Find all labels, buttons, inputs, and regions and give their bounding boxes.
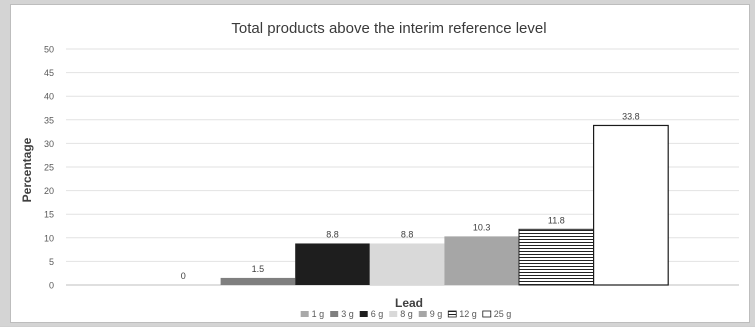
y-tick-label: 15	[44, 210, 54, 220]
y-tick-label: 50	[44, 45, 54, 55]
y-tick-label: 0	[49, 281, 54, 291]
y-tick-label: 45	[44, 68, 54, 78]
legend-label: 6 g	[371, 309, 384, 319]
data-labels: 0 1.5 8.8 8.8 10.3 11.8 33.8	[181, 111, 640, 281]
data-label: 33.8	[622, 111, 640, 121]
y-tick-label: 25	[44, 163, 54, 173]
legend-label: 8 g	[400, 309, 413, 319]
legend-swatch	[300, 311, 309, 317]
y-tick-label: 5	[49, 257, 54, 267]
data-label: 10.3	[473, 222, 491, 232]
data-label: 1.5	[252, 264, 265, 274]
bars	[220, 124, 669, 286]
legend-label: 3 g	[341, 309, 354, 319]
bar-chart: Total products above the interim referen…	[20, 20, 739, 319]
bar-25g	[592, 124, 669, 286]
legend-swatch	[482, 310, 492, 318]
y-tick-label: 30	[44, 139, 54, 149]
legend-label: 25 g	[494, 309, 512, 319]
legend-label: 9 g	[430, 309, 443, 319]
y-tick-label: 40	[44, 92, 54, 102]
legend-swatch	[418, 311, 427, 317]
y-tick-label: 10	[44, 233, 54, 243]
data-label: 11.8	[548, 215, 565, 225]
bar-12g	[518, 228, 595, 286]
legend-swatch	[359, 311, 368, 317]
gridlines	[66, 48, 739, 286]
y-tick-label: 35	[44, 115, 54, 125]
legend-label: 12 g	[459, 309, 477, 319]
data-label: 0	[181, 271, 186, 281]
legend: 1 g 3 g 6 g 8 g 9 g 12 g 25 g	[300, 309, 512, 319]
y-tick-label: 20	[44, 186, 54, 196]
x-axis-label: Lead	[395, 296, 423, 310]
data-label: 8.8	[401, 229, 414, 239]
legend-swatch	[447, 310, 457, 318]
bar-6g	[295, 243, 370, 285]
legend-swatch	[330, 311, 339, 317]
chart-title: Total products above the interim referen…	[231, 20, 546, 37]
legend-label: 1 g	[312, 309, 325, 319]
y-axis-label: Percentage	[20, 137, 34, 202]
bar-8g	[369, 243, 445, 285]
legend-swatch	[389, 311, 398, 317]
bar-9g	[444, 236, 519, 285]
y-axis-ticks: 0 5 10 15 20 25 30 35 40 45 50	[44, 45, 54, 291]
data-label: 8.8	[326, 229, 339, 239]
bar-3g	[220, 277, 296, 285]
chart-card: Total products above the interim referen…	[10, 4, 750, 323]
